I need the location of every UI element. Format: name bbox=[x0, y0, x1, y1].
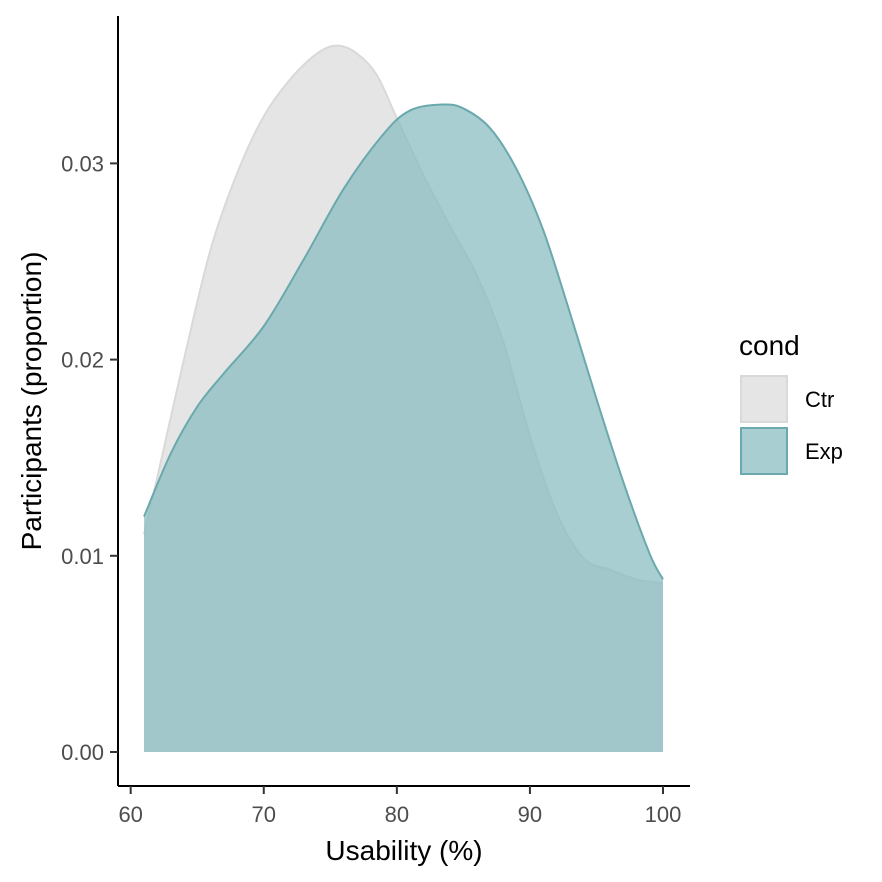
y-tick-label: 0.03 bbox=[61, 151, 104, 176]
x-tick-label: 80 bbox=[385, 802, 409, 827]
density-line-exp bbox=[143, 103, 664, 580]
y-tick-label: 0.01 bbox=[61, 544, 104, 569]
legend-label-ctr: Ctr bbox=[805, 387, 834, 412]
density-area-exp bbox=[144, 104, 663, 752]
y-axis-title: Participants (proportion) bbox=[16, 252, 47, 551]
legend: cond Ctr Exp bbox=[739, 330, 843, 475]
x-tick-label: 90 bbox=[518, 802, 542, 827]
x-tick-label: 60 bbox=[118, 802, 142, 827]
x-axis-title: Usability (%) bbox=[325, 835, 482, 866]
x-axis-ticks: 60 70 80 90 100 bbox=[118, 786, 681, 827]
density-areas bbox=[143, 44, 664, 753]
y-axis-ticks: 0.00 0.01 0.02 0.03 bbox=[61, 151, 118, 765]
x-tick-label: 70 bbox=[252, 802, 276, 827]
x-tick-label: 100 bbox=[645, 802, 682, 827]
legend-label-exp: Exp bbox=[805, 439, 843, 464]
y-tick-label: 0.00 bbox=[61, 740, 104, 765]
legend-key-exp bbox=[740, 427, 788, 475]
legend-title: cond bbox=[739, 330, 800, 361]
legend-items: Ctr Exp bbox=[740, 375, 843, 475]
y-tick-label: 0.02 bbox=[61, 348, 104, 373]
legend-key-ctr bbox=[740, 375, 788, 423]
